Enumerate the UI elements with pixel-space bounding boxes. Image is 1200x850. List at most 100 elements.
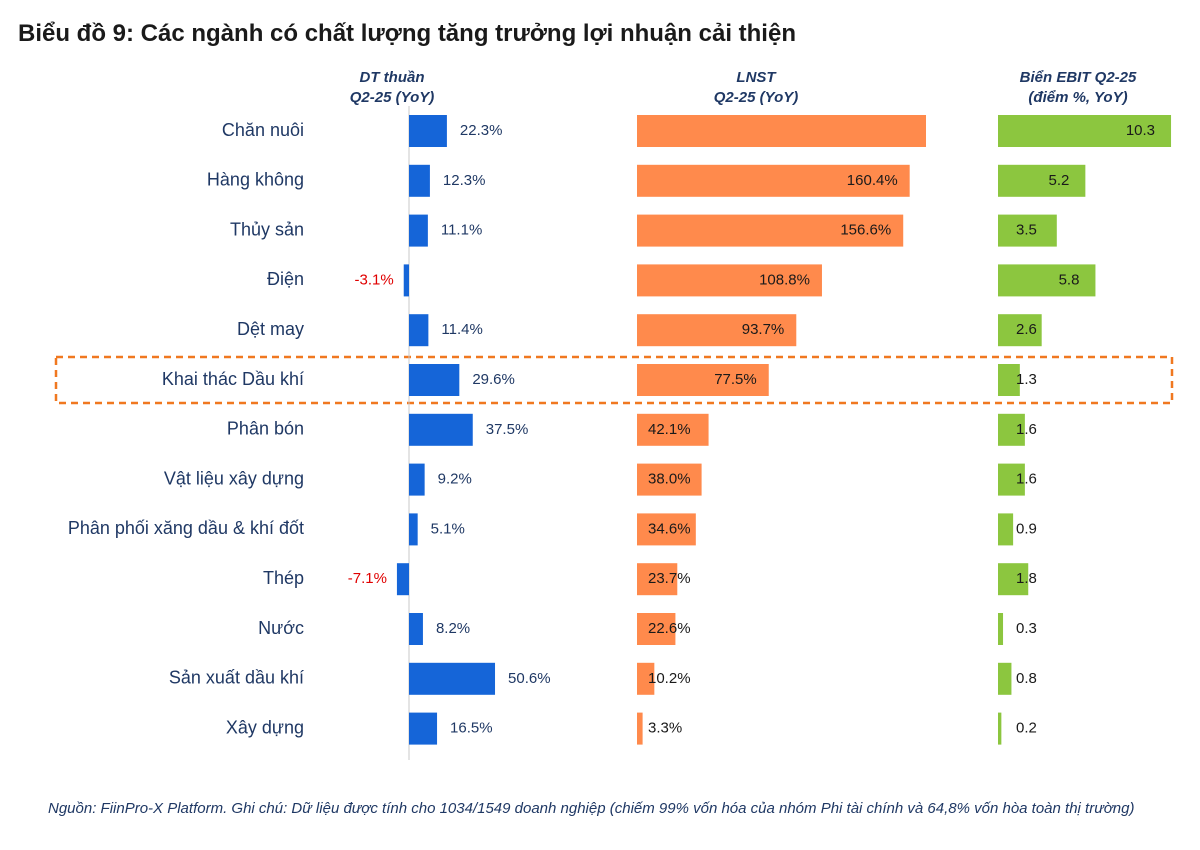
profit-column-header: LNST Q2-25 (YoY)	[656, 68, 856, 108]
ebit-data-label: 1.8	[1016, 570, 1037, 587]
profit-data-label: 22.6%	[648, 620, 691, 637]
revenue-data-label: 29.6%	[472, 371, 515, 388]
ebit-bar	[998, 214, 1057, 247]
ebit-data-label: 1.3	[1016, 371, 1037, 388]
profit-bar	[637, 164, 910, 197]
ebit-bar	[998, 712, 1002, 745]
ebit-data-label: 1.6	[1016, 421, 1037, 438]
profit-bar	[637, 364, 769, 396]
revenue-bar	[409, 613, 423, 645]
revenue-data-label: 50.6%	[508, 670, 551, 687]
revenue-header-line1: DT thuần	[359, 69, 425, 86]
category-label: Phân phối xăng dầu & khí đốt	[68, 518, 304, 538]
category-label: Hàng không	[207, 170, 304, 190]
category-label: Điện	[267, 269, 304, 289]
revenue-data-label: 9.2%	[438, 471, 472, 488]
revenue-bar	[409, 115, 447, 147]
revenue-bar	[409, 712, 438, 745]
profit-data-label: 77.5%	[714, 371, 757, 388]
revenue-data-label: -3.1%	[355, 271, 394, 288]
profit-header-line1: LNST	[736, 69, 776, 86]
revenue-data-label: 22.3%	[460, 122, 503, 139]
profit-bar	[637, 712, 643, 745]
profit-data-label: 156.6%	[840, 222, 891, 239]
profit-data-label: 93.7%	[742, 321, 785, 338]
ebit-data-label: 5.8	[1059, 271, 1080, 288]
revenue-data-label: 5.1%	[431, 520, 465, 537]
revenue-bar	[403, 264, 409, 297]
profit-bar	[637, 613, 676, 645]
ebit-header-line1: Biển EBIT Q2-25	[1019, 69, 1137, 86]
ebit-data-label: 3.5	[1016, 222, 1037, 239]
profit-data-label: 38.0%	[648, 471, 691, 488]
profit-bar	[637, 463, 702, 496]
profit-bar	[637, 214, 904, 247]
revenue-bar	[409, 662, 496, 695]
revenue-data-label: 16.5%	[450, 720, 493, 737]
revenue-bar	[409, 413, 473, 446]
category-label: Vật liệu xây dựng	[164, 468, 304, 488]
ebit-bar	[998, 314, 1042, 347]
profit-data-label: 160.4%	[847, 172, 898, 189]
revenue-bar	[409, 513, 418, 546]
profit-bar	[637, 314, 797, 347]
profit-bar	[637, 413, 709, 446]
footnote: Nguồn: FiinPro-X Platform. Ghi chú: Dữ l…	[48, 800, 1135, 817]
revenue-header-line2: Q2-25 (YoY)	[349, 89, 435, 106]
revenue-bar	[409, 164, 430, 197]
revenue-column-header: DT thuần Q2-25 (YoY)	[292, 68, 492, 108]
revenue-bar	[409, 314, 429, 347]
category-label: Dệt may	[237, 319, 304, 339]
category-label: Xây dựng	[226, 717, 304, 737]
category-label: Khai thác Dầu khí	[162, 369, 304, 389]
profit-data-label: 23.7%	[648, 570, 691, 587]
profit-header-line2: Q2-25 (YoY)	[713, 89, 799, 106]
profit-bar	[637, 563, 678, 596]
ebit-data-label: 5.2	[1049, 172, 1070, 189]
ebit-bar	[998, 364, 1020, 396]
ebit-column-header: Biển EBIT Q2-25 (điểm %, YoY)	[978, 68, 1178, 108]
ebit-bar	[998, 463, 1025, 496]
profit-data-label: 10.2%	[648, 670, 691, 687]
ebit-data-label: 0.9	[1016, 520, 1037, 537]
ebit-bar	[998, 413, 1025, 446]
profit-bar	[637, 662, 655, 695]
category-label: Thép	[263, 568, 304, 588]
revenue-data-label: 11.4%	[441, 321, 482, 338]
ebit-bar	[998, 264, 1096, 297]
revenue-bar	[409, 214, 428, 247]
category-label: Thủy sản	[230, 219, 304, 239]
profit-data-label: 34.6%	[648, 520, 691, 537]
revenue-data-label: 37.5%	[486, 421, 529, 438]
profit-data-label: 108.8%	[759, 271, 810, 288]
revenue-data-label: 12.3%	[443, 172, 486, 189]
ebit-data-label: 0.8	[1016, 670, 1037, 687]
ebit-data-label: 0.2	[1016, 720, 1037, 737]
revenue-data-label: -7.1%	[348, 570, 387, 587]
profit-data-label: 3.3%	[648, 720, 682, 737]
profit-bar	[637, 264, 822, 297]
category-label: Sản xuất dầu khí	[169, 668, 304, 688]
chart-title: Biểu đồ 9: Các ngành có chất lượng tăng …	[18, 20, 796, 47]
ebit-data-label: 2.6	[1016, 321, 1037, 338]
ebit-bar	[998, 513, 1014, 546]
ebit-data-label: 10.3	[1126, 122, 1155, 139]
category-label: Phân bón	[227, 419, 304, 439]
category-label: Chăn nuôi	[222, 120, 304, 140]
profit-bar	[637, 513, 696, 546]
revenue-data-label: 8.2%	[436, 620, 470, 637]
profit-bar	[637, 115, 926, 147]
ebit-data-label: 1.6	[1016, 471, 1037, 488]
highlight-box	[54, 355, 1174, 405]
revenue-data-label: 11.1%	[441, 222, 482, 239]
ebit-bar	[998, 613, 1004, 645]
ebit-bar	[998, 563, 1029, 596]
revenue-bar	[409, 364, 460, 396]
ebit-bar	[998, 662, 1012, 695]
ebit-header-line2: (điểm %, YoY)	[1028, 89, 1128, 106]
ebit-data-label: 0.3	[1016, 620, 1037, 637]
category-label: Nước	[258, 618, 304, 638]
revenue-bar	[409, 463, 425, 496]
ebit-bar	[998, 115, 1172, 147]
